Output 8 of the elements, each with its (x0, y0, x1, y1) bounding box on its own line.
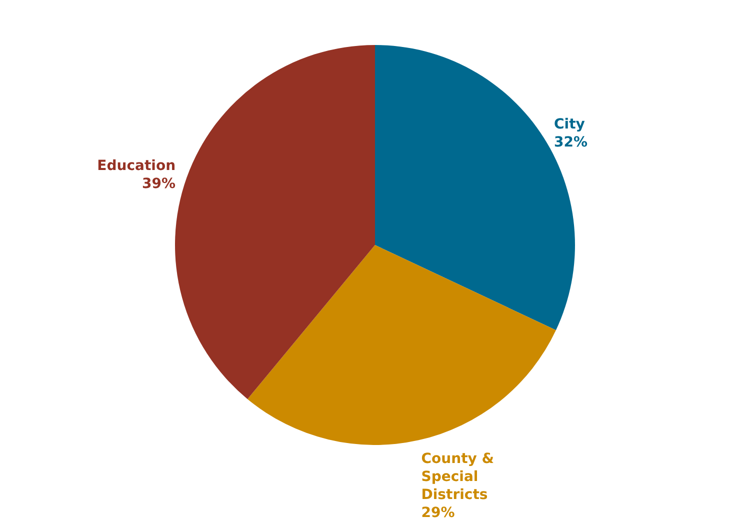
slice-label: City (554, 116, 585, 132)
slice-label: Education (97, 158, 176, 174)
pie-slice (175, 45, 375, 400)
data-label: 39% (142, 176, 176, 192)
data-label: 29% (421, 504, 455, 521)
slice-label: County & Special Districts (421, 450, 494, 503)
pie-slice (248, 245, 556, 445)
data-label: 32% (554, 134, 588, 150)
